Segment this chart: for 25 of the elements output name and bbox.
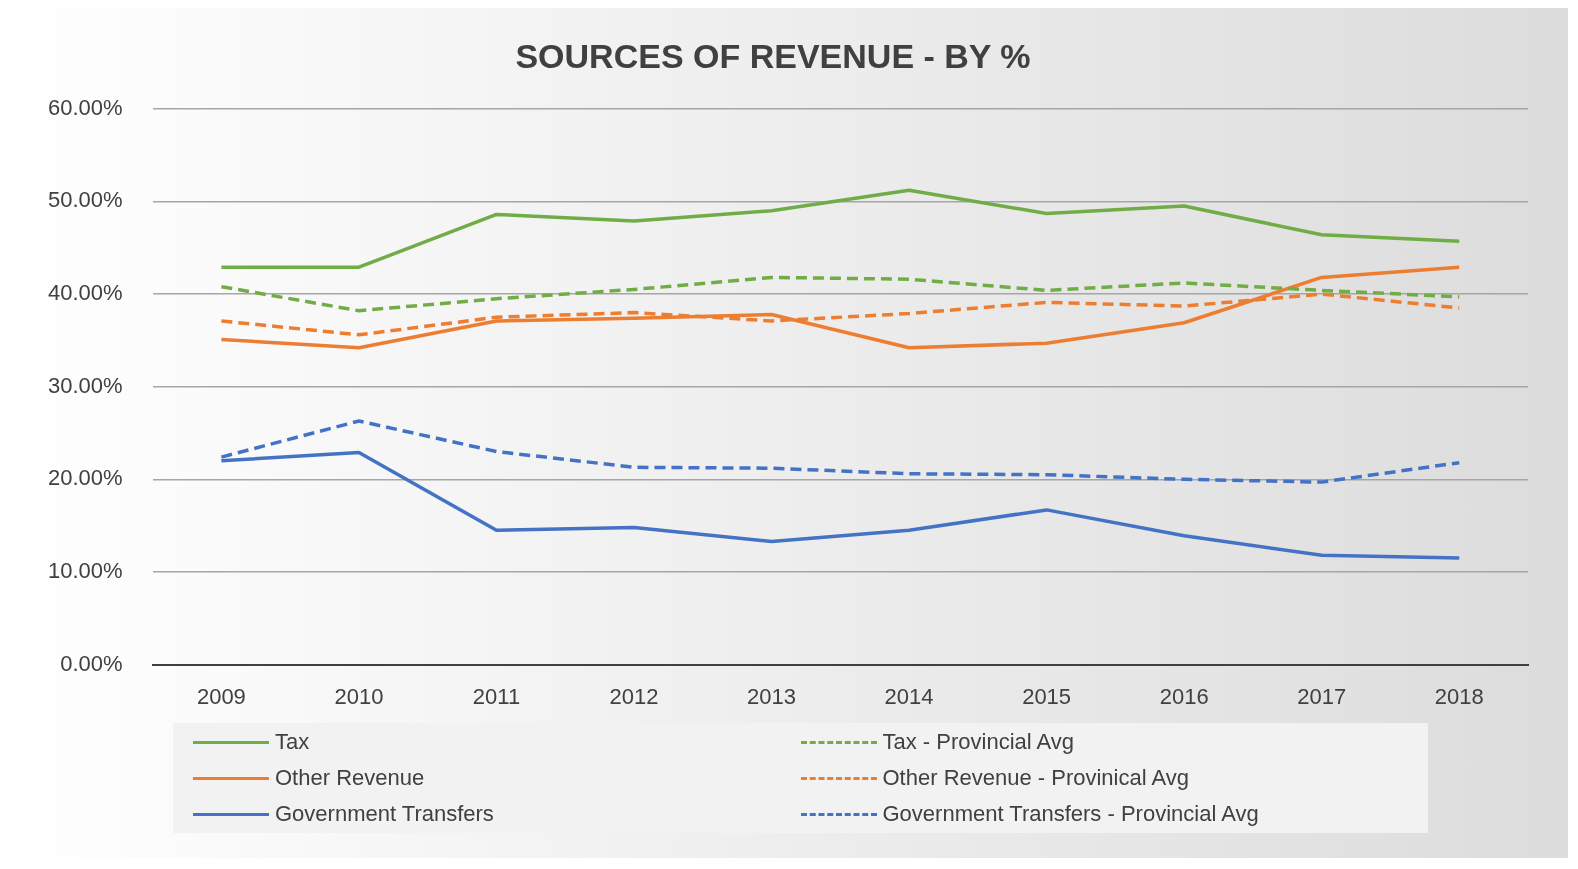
y-tick-label: 50.00% xyxy=(47,187,123,213)
x-tick-label: 2011 xyxy=(472,683,521,709)
y-tick-label: 40.00% xyxy=(47,280,123,306)
line-series xyxy=(219,275,1461,313)
legend-label: Government Transfers xyxy=(275,801,494,827)
legend-label: Tax - Provincial Avg xyxy=(882,729,1075,755)
x-tick-label: 2017 xyxy=(1297,683,1347,709)
y-tick-label: 10.00% xyxy=(47,558,123,584)
x-tick-label: 2009 xyxy=(196,683,246,709)
legend-label: Government Transfers - Provincial Avg xyxy=(882,801,1259,827)
y-tick-label: 60.00% xyxy=(47,94,123,120)
x-tick-label: 2012 xyxy=(609,683,659,709)
legend-label: Tax xyxy=(275,729,310,755)
x-tick-label: 2016 xyxy=(1159,683,1209,709)
y-tick-label: 0.00% xyxy=(60,650,123,676)
x-tick-label: 2018 xyxy=(1434,683,1484,709)
x-tick-label: 2015 xyxy=(1022,683,1072,709)
y-tick-label: 20.00% xyxy=(47,465,123,491)
legend-label: Other Revenue - Provinical Avg xyxy=(882,765,1190,791)
chart-title: SOURCES OF REVENUE - BY % xyxy=(515,36,1031,75)
legend-label: Other Revenue xyxy=(275,765,425,791)
x-tick-label: 2013 xyxy=(747,683,797,709)
y-tick-label: 30.00% xyxy=(47,372,123,398)
x-tick-label: 2014 xyxy=(884,683,934,709)
x-tick-label: 2010 xyxy=(334,683,384,709)
